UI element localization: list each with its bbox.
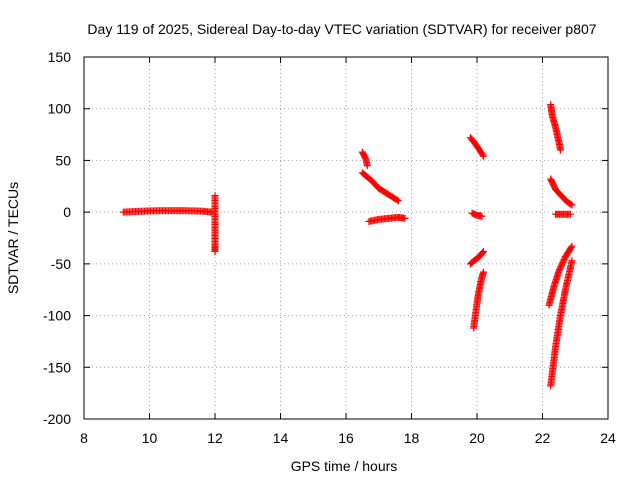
data-point-arc-8 bbox=[479, 248, 487, 256]
data-point-arc-6 bbox=[480, 152, 488, 160]
y-tick-label: 150 bbox=[48, 49, 72, 65]
x-axis-label: GPS time / hours bbox=[291, 458, 398, 474]
x-tick-label: 18 bbox=[404, 430, 420, 446]
axis-ticks bbox=[83, 56, 609, 420]
x-tick-label: 10 bbox=[142, 430, 158, 446]
data-point-arc-14 bbox=[568, 257, 576, 265]
y-tick-label: -150 bbox=[43, 359, 71, 375]
y-tick-label: 50 bbox=[55, 152, 71, 168]
data-point-arc-8 bbox=[480, 247, 488, 255]
data-point-arc-4 bbox=[394, 197, 402, 205]
chart-title: Day 119 of 2025, Sidereal Day-to-day VTE… bbox=[87, 21, 596, 37]
x-tick-label: 22 bbox=[535, 430, 551, 446]
data-point-arc-13 bbox=[568, 242, 576, 250]
x-tick-label: 14 bbox=[273, 430, 289, 446]
data-point-arc-5 bbox=[401, 214, 409, 222]
data-point-arc-12 bbox=[566, 210, 574, 218]
data-point-arc-6 bbox=[479, 151, 487, 159]
data-point-arc-4 bbox=[393, 196, 401, 204]
data-point-arc-10 bbox=[557, 146, 565, 154]
data-point-arc-2 bbox=[211, 247, 219, 255]
data-point-arc-7 bbox=[478, 212, 486, 220]
y-tick-label: -100 bbox=[43, 308, 71, 324]
x-tick-label: 12 bbox=[207, 430, 223, 446]
axis-tick-labels: 8 10 12 14 16 18 20 22 24 -200 -150 -100 -50 0 50 100 15… bbox=[43, 49, 616, 446]
data-point-arc-3 bbox=[363, 162, 371, 170]
x-tick-label: 8 bbox=[80, 430, 88, 446]
y-axis-label: SDTVAR / TECUs bbox=[5, 182, 21, 294]
y-tick-label: 100 bbox=[48, 101, 72, 117]
y-tick-label: -200 bbox=[43, 411, 71, 427]
data-point-arc-11 bbox=[567, 200, 575, 208]
x-tick-label: 24 bbox=[600, 430, 616, 446]
data-point-arc-11 bbox=[568, 201, 576, 209]
data-point-arc-9 bbox=[480, 268, 488, 276]
x-tick-label: 20 bbox=[469, 430, 485, 446]
x-tick-label: 16 bbox=[338, 430, 354, 446]
data-point-arc-13 bbox=[567, 244, 575, 252]
y-tick-label: 0 bbox=[63, 204, 71, 220]
data-points bbox=[119, 101, 576, 390]
y-tick-label: -50 bbox=[51, 256, 71, 272]
